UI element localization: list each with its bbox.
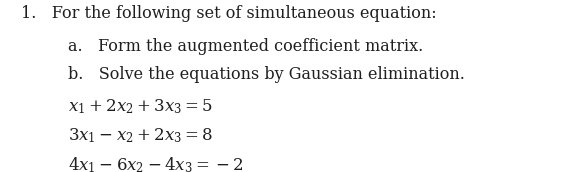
Text: $x_1 + 2x_2 + 3x_3 = 5$: $x_1 + 2x_2 + 3x_3 = 5$ <box>68 97 212 116</box>
Text: $3x_1 - x_2 + 2x_3 = 8$: $3x_1 - x_2 + 2x_3 = 8$ <box>68 126 212 145</box>
Text: b.   Solve the equations by Gaussian elimination.: b. Solve the equations by Gaussian elimi… <box>68 66 464 83</box>
Text: $4x_1 - 6x_2 - 4x_3 = -2$: $4x_1 - 6x_2 - 4x_3 = -2$ <box>68 156 243 172</box>
Text: 1.   For the following set of simultaneous equation:: 1. For the following set of simultaneous… <box>21 5 436 22</box>
Text: a.   Form the augmented coefficient matrix.: a. Form the augmented coefficient matrix… <box>68 38 423 55</box>
